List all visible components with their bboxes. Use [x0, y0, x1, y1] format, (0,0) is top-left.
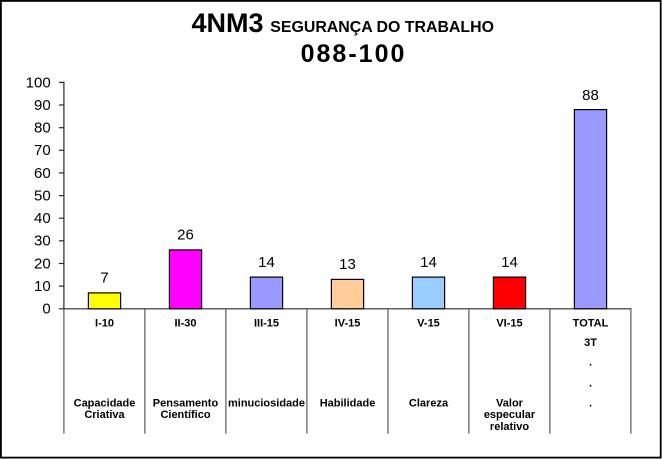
svg-text:0: 0: [42, 301, 50, 318]
svg-text:Criativa: Criativa: [84, 409, 125, 421]
svg-text:Científico: Científico: [160, 409, 210, 421]
svg-text:70: 70: [34, 142, 51, 159]
svg-text:Pensamento: Pensamento: [153, 397, 219, 409]
svg-text:Capacidade: Capacidade: [74, 397, 136, 409]
svg-text:.: .: [589, 378, 592, 390]
svg-text:40: 40: [34, 210, 51, 227]
svg-text:VI-15: VI-15: [496, 318, 522, 330]
svg-text:100: 100: [26, 74, 51, 91]
svg-text:14: 14: [258, 254, 275, 271]
svg-text:14: 14: [420, 254, 437, 271]
svg-text:80: 80: [34, 120, 51, 137]
svg-text:III-15: III-15: [254, 318, 279, 330]
svg-text:relativo: relativo: [490, 421, 529, 433]
svg-text:26: 26: [177, 227, 194, 244]
svg-text:4NM3: 4NM3: [192, 8, 264, 38]
svg-text:.: .: [589, 357, 592, 369]
svg-text:SEGURANÇA DO TRABALHO: SEGURANÇA DO TRABALHO: [270, 19, 494, 36]
svg-text:.: .: [589, 397, 592, 409]
svg-text:especular: especular: [484, 409, 536, 421]
svg-text:13: 13: [339, 256, 356, 273]
svg-text:Clareza: Clareza: [409, 397, 449, 409]
svg-text:088-100: 088-100: [301, 40, 407, 68]
svg-text:88: 88: [582, 87, 599, 104]
svg-text:II-30: II-30: [174, 318, 196, 330]
svg-text:Valor: Valor: [496, 397, 524, 409]
svg-text:10: 10: [34, 278, 51, 295]
svg-text:3T: 3T: [584, 337, 597, 349]
svg-text:30: 30: [34, 233, 51, 250]
svg-text:20: 20: [34, 255, 51, 272]
svg-text:IV-15: IV-15: [335, 318, 361, 330]
svg-text:TOTAL: TOTAL: [573, 318, 609, 330]
svg-text:I-10: I-10: [95, 318, 114, 330]
svg-text:60: 60: [34, 165, 51, 182]
svg-text:90: 90: [34, 97, 51, 114]
svg-text:14: 14: [501, 254, 518, 271]
svg-text:V-15: V-15: [417, 318, 440, 330]
svg-text:Habilidade: Habilidade: [320, 397, 376, 409]
svg-text:minuciosidade: minuciosidade: [228, 397, 305, 409]
svg-text:50: 50: [34, 188, 51, 205]
svg-text:7: 7: [100, 270, 108, 287]
